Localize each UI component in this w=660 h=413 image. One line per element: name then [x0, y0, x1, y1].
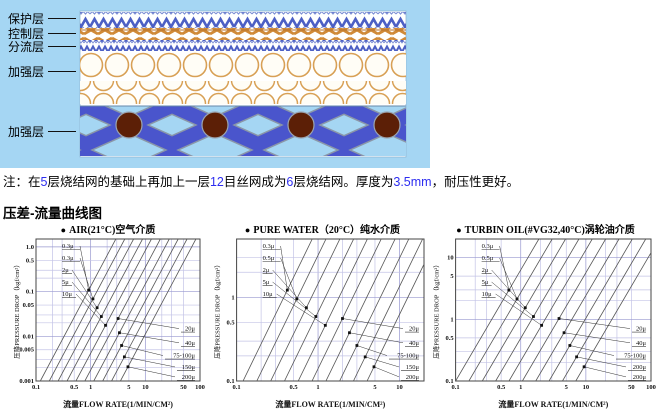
svg-text:0.05: 0.05: [23, 302, 35, 309]
svg-text:50: 50: [628, 384, 635, 391]
pressure-flow-charts: ● AIR(21°C)空气介质 0.3μ 0.3μ 2μ 5μ 10μ 20μ 40μ 75-1…: [0, 224, 660, 413]
svg-text:150μ: 150μ: [406, 364, 420, 371]
leader-dash: [48, 18, 77, 19]
chart-oil-title: ● TURBIN OIL(#VG32,40°C)涡轮油介质: [456, 225, 635, 236]
svg-text:40μ: 40μ: [409, 340, 420, 347]
svg-text:2μ: 2μ: [263, 267, 270, 274]
leader-dash: [48, 71, 77, 72]
section-title: 压差-流量曲线图: [3, 206, 102, 221]
svg-text:10: 10: [142, 384, 149, 391]
svg-text:200μ: 200μ: [633, 374, 647, 381]
chart-air: ● AIR(21°C)空气介质 0.3μ 0.3μ 2μ 5μ 10μ 20μ 40μ 75-1…: [4, 224, 212, 411]
svg-text:2μ: 2μ: [62, 267, 69, 274]
svg-text:0.1: 0.1: [452, 384, 460, 391]
svg-text:10μ: 10μ: [62, 291, 73, 298]
svg-text:10μ: 10μ: [263, 291, 274, 298]
chart-water: ● PURE WATER（20°C）纯水介质 0.3μ 0.5μ 2μ 5μ 10μ 20μ…: [213, 224, 432, 411]
svg-text:5μ: 5μ: [263, 279, 270, 286]
svg-text:流量FLOW RATE(1/MIN/CM²): 流量FLOW RATE(1/MIN/CM²): [275, 399, 385, 409]
svg-text:0.5: 0.5: [497, 384, 506, 391]
svg-text:1: 1: [231, 294, 234, 301]
chart-air-title: ● AIR(21°C)空气介质: [60, 225, 156, 236]
svg-text:5: 5: [565, 384, 569, 391]
svg-text:200μ: 200μ: [633, 364, 647, 371]
svg-text:75-100μ: 75-100μ: [397, 353, 419, 360]
svg-text:100: 100: [195, 384, 205, 391]
svg-text:200μ: 200μ: [406, 374, 420, 381]
svg-text:5: 5: [127, 384, 131, 391]
svg-text:10: 10: [447, 255, 454, 262]
svg-text:10: 10: [583, 384, 590, 391]
bullet-icon: ●: [456, 225, 462, 235]
svg-text:0.1: 0.1: [445, 378, 453, 385]
mesh-layer-label-reinforce-1: 加强层: [8, 63, 77, 80]
svg-text:0.1: 0.1: [233, 384, 241, 391]
svg-text:1: 1: [89, 384, 92, 391]
svg-text:5: 5: [373, 384, 377, 391]
svg-text:50: 50: [180, 384, 187, 391]
svg-text:2μ: 2μ: [482, 267, 489, 274]
svg-text:0.3μ: 0.3μ: [482, 243, 494, 250]
svg-text:150μ: 150μ: [182, 364, 196, 371]
svg-text:1: 1: [316, 384, 319, 391]
svg-text:0.1: 0.1: [32, 384, 40, 391]
chart-water-title: ● PURE WATER（20°C）纯水介质: [244, 225, 401, 236]
svg-text:0.1: 0.1: [226, 378, 234, 385]
bullet-icon: ●: [60, 225, 67, 235]
svg-text:流量FLOW RATE(1/MIN/CM²): 流量FLOW RATE(1/MIN/CM²): [498, 399, 608, 409]
svg-text:压降PRESSURE DROP（kgf/cm²）: 压降PRESSURE DROP（kgf/cm²）: [213, 261, 222, 358]
svg-text:0.5: 0.5: [226, 320, 235, 327]
svg-text:10μ: 10μ: [482, 291, 493, 298]
svg-text:20μ: 20μ: [409, 326, 420, 333]
svg-text:0.5: 0.5: [445, 335, 454, 342]
svg-text:1.0: 1.0: [26, 244, 34, 251]
svg-text:1: 1: [450, 316, 453, 323]
bullet-icon: ●: [244, 225, 251, 235]
mesh-layer-label-protective: 保护层: [8, 10, 77, 27]
svg-text:0.5μ: 0.5μ: [482, 255, 494, 262]
svg-text:40μ: 40μ: [636, 340, 647, 347]
svg-text:40μ: 40μ: [185, 340, 196, 347]
svg-text:0.5: 0.5: [26, 257, 35, 264]
chart-oil: ● TURBIN OIL(#VG32,40°C)涡轮油介质 0.3μ 0.5μ 2μ 5…: [432, 224, 659, 411]
svg-text:0.5μ: 0.5μ: [263, 255, 275, 262]
mesh-layers-illustration: [0, 0, 430, 168]
mesh-layer-label-control: 控制层: [8, 25, 77, 42]
svg-text:0.01: 0.01: [23, 333, 34, 340]
svg-text:0.001: 0.001: [19, 378, 34, 385]
svg-text:0.5: 0.5: [289, 384, 298, 391]
note-text: 注：在5层烧结网的基础上再加上一层12目丝网成为6层烧结网。厚度为3.5mm，耐…: [3, 175, 520, 189]
svg-text:0.005: 0.005: [19, 347, 34, 354]
svg-text:0.3μ: 0.3μ: [62, 255, 74, 262]
svg-text:1: 1: [519, 384, 522, 391]
svg-text:0.3μ: 0.3μ: [263, 243, 275, 250]
leader-dash: [48, 33, 77, 34]
svg-text:100: 100: [646, 384, 656, 391]
svg-text:5μ: 5μ: [62, 279, 69, 286]
svg-text:75-100μ: 75-100μ: [173, 353, 195, 360]
leader-dash: [48, 131, 77, 132]
svg-text:10: 10: [396, 384, 403, 391]
leader-dash: [48, 46, 77, 47]
svg-text:20μ: 20μ: [636, 326, 647, 333]
mesh-layer-label-reinforce-2: 加强层: [8, 123, 77, 140]
svg-text:0.3μ: 0.3μ: [62, 243, 74, 250]
svg-text:5μ: 5μ: [482, 279, 489, 286]
svg-text:0.1: 0.1: [26, 289, 34, 296]
svg-text:压降PRESSURE DROP（kgf/cm²）: 压降PRESSURE DROP（kgf/cm²）: [432, 261, 441, 358]
svg-text:75-100μ: 75-100μ: [624, 353, 646, 360]
svg-text:压降PRESSURE DROP（kgf/cm²）: 压降PRESSURE DROP（kgf/cm²）: [12, 261, 21, 358]
svg-text:200μ: 200μ: [182, 374, 196, 381]
svg-text:20μ: 20μ: [185, 326, 196, 333]
svg-text:流量FLOW RATE(1/MIN/CM²): 流量FLOW RATE(1/MIN/CM²): [63, 399, 173, 409]
sintered-mesh-diagram: 保护层 控制层 分流层 加强层 加强层: [0, 0, 430, 168]
svg-text:0.5: 0.5: [70, 384, 79, 391]
mesh-layer-label-distribution: 分流层: [8, 38, 77, 55]
svg-text:5: 5: [450, 273, 454, 280]
